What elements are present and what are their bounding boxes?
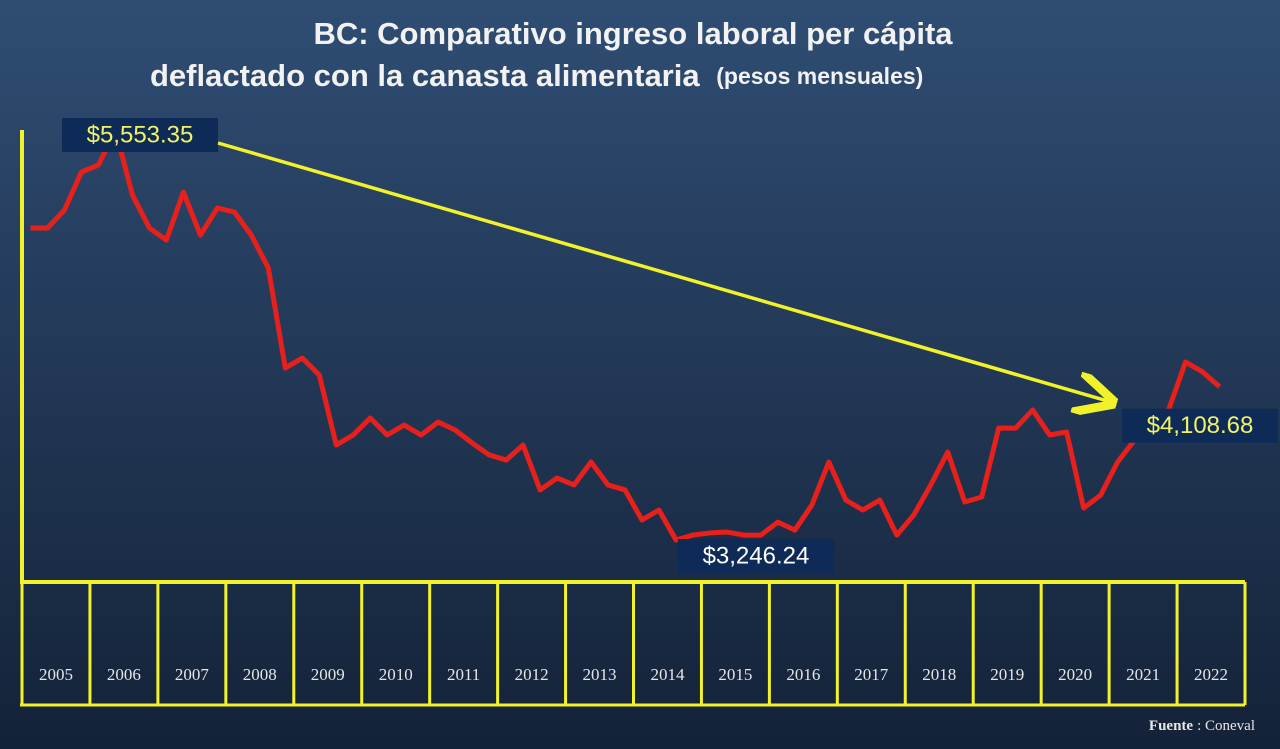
value-label-group: $4,108.68	[1122, 408, 1278, 443]
x-tick-label: 2011	[447, 665, 480, 684]
source-label: Fuente	[1149, 718, 1194, 734]
x-tick-label: 2010	[379, 665, 413, 684]
value-label-group: $3,246.24	[677, 539, 834, 573]
chart-title: BC: Comparativo ingreso laboral per cápi…	[313, 16, 953, 51]
x-tick-label: 2007	[175, 665, 210, 684]
chart-title: deflactado con la canasta alimentaria (p…	[150, 58, 923, 93]
x-tick-label: 2012	[515, 665, 549, 684]
trend-arrow	[217, 141, 1110, 402]
x-tick-label: 2016	[786, 665, 820, 684]
value-label-box	[1122, 408, 1278, 443]
x-tick-label: 2013	[583, 665, 617, 684]
x-tick-label: 2018	[922, 665, 956, 684]
data-line	[30, 127, 1222, 543]
x-tick-label: 2019	[990, 665, 1024, 684]
value-label-box	[677, 539, 834, 573]
value-label-group: $5,553.35	[62, 118, 218, 152]
x-tick-label: 2008	[243, 665, 277, 684]
value-label: $3,246.24	[703, 542, 810, 569]
x-tick-label: 2009	[311, 665, 345, 684]
source-text: : Coneval	[1197, 718, 1255, 734]
value-label: $5,553.35	[87, 121, 194, 148]
x-tick-label: 2005	[39, 665, 73, 684]
title-line: deflactado con la canasta alimentaria	[150, 58, 700, 93]
subtitle: (pesos mensuales)	[716, 63, 923, 89]
value-label: $4,108.68	[1147, 412, 1254, 439]
x-tick-label: 2014	[650, 665, 685, 684]
value-label-box	[62, 118, 218, 152]
x-tick-label: 2021	[1126, 665, 1160, 684]
x-tick-label: 2020	[1058, 665, 1092, 684]
x-tick-label: 2015	[718, 665, 752, 684]
source: Fuente: Coneval	[1149, 718, 1255, 734]
x-tick-label: 2006	[107, 665, 141, 684]
x-tick-label: 2022	[1194, 665, 1228, 684]
x-tick-label: 2017	[854, 665, 889, 684]
